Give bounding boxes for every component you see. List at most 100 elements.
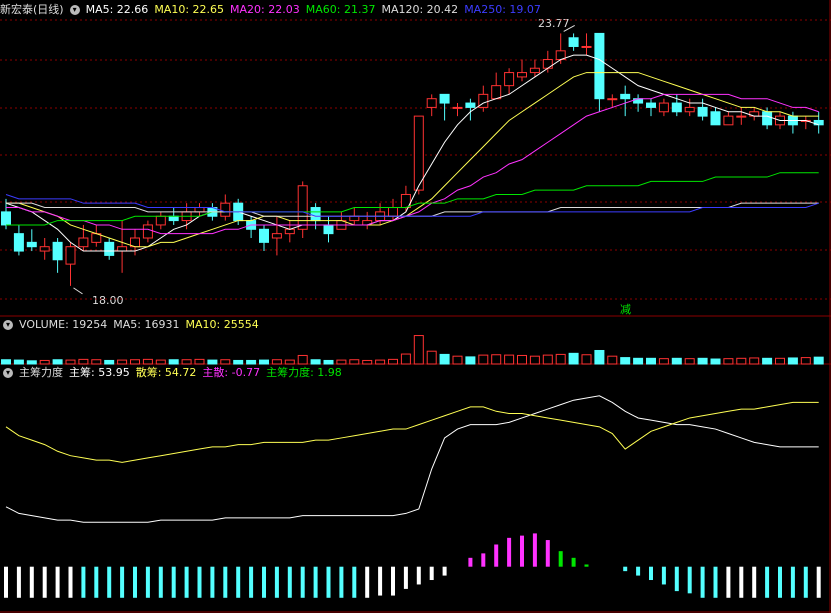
ma-line-ma20: [6, 93, 819, 235]
candle-body: [697, 106, 708, 117]
volume-bar: [26, 360, 37, 365]
strength-bar: [274, 566, 279, 598]
volume-bar: [800, 357, 811, 365]
volume-bar: [723, 358, 734, 365]
ma-line-ma60: [6, 172, 819, 226]
volume-bar: [310, 359, 321, 365]
strength-bar: [816, 566, 821, 598]
candle-body: [581, 45, 592, 48]
volume-bar: [1, 359, 11, 365]
volume-bar: [142, 358, 153, 365]
volume-bar: [465, 356, 476, 365]
candle-body: [1, 211, 11, 226]
dropdown-icon[interactable]: ▾: [69, 5, 80, 15]
strength-bar: [649, 566, 653, 581]
strength-bar: [210, 566, 215, 598]
indicator-legend: ▾ 主筹力度 主筹: 53.95 散筹: 54.72 主散: -0.77 主筹力…: [3, 366, 342, 380]
strength-bar: [262, 566, 266, 598]
strength-bar: [674, 566, 679, 592]
candle-body: [39, 246, 50, 252]
strength-bar: [532, 533, 537, 567]
volume-ma10-label: MA10: 25554: [185, 318, 259, 331]
volume-bar: [762, 357, 773, 365]
indicator-dropdown-icon[interactable]: ▾: [3, 368, 13, 378]
ma20-label: MA20: 22.03: [230, 3, 300, 16]
strength-bar: [739, 566, 744, 598]
chart-title: 新宏泰(日线): [0, 3, 64, 16]
strength-bar: [287, 566, 292, 598]
volume-bar: [194, 358, 205, 365]
main-retail-diff-label: 主散: -0.77: [202, 366, 261, 379]
candle-body: [65, 246, 76, 265]
ma5-label: MA5: 22.66: [85, 3, 149, 16]
volume-bar: [336, 359, 347, 365]
low-price-label: 18.00: [92, 294, 124, 307]
candle-body: [529, 67, 540, 74]
volume-bar: [658, 358, 669, 365]
strength-bar: [249, 566, 254, 598]
volume-bar: [787, 357, 798, 365]
volume-bar: [581, 354, 592, 365]
volume-bar: [104, 359, 115, 365]
volume-bar: [633, 357, 644, 365]
candle-body: [104, 241, 115, 256]
candle-body: [142, 224, 153, 239]
strength-bar: [339, 566, 344, 598]
volume-bar: [168, 359, 179, 365]
ma-line-ma5: [5, 54, 819, 252]
volume-bar: [478, 354, 489, 365]
candle-body: [658, 102, 669, 113]
candle-body: [117, 246, 128, 252]
volume-bar: [246, 359, 257, 365]
strength-bar: [107, 566, 112, 598]
candle-body: [388, 207, 398, 217]
strength-bar: [171, 566, 176, 598]
strength-bar: [584, 564, 589, 567]
ma-line-ma10: [6, 72, 819, 248]
retail-chip-label: 散筹: 54.72: [135, 366, 197, 379]
volume-bar: [555, 353, 566, 365]
high-pointer: [563, 24, 575, 32]
candle-body: [620, 93, 631, 100]
strength-bar: [158, 566, 163, 598]
candle-body: [194, 207, 205, 213]
candle-body: [568, 37, 579, 47]
volume-bar: [684, 358, 695, 365]
volume-bar: [155, 359, 166, 365]
strength-bar: [313, 566, 318, 598]
strength-bar: [55, 566, 60, 598]
volume-bar: [813, 356, 824, 365]
candle-body: [26, 241, 37, 248]
strength-bar: [726, 566, 731, 598]
volume-ma5-label: MA5: 16931: [113, 318, 180, 331]
low-pointer: [73, 287, 83, 295]
strength-bar: [713, 566, 718, 598]
volume-dropdown-icon[interactable]: ▾: [3, 320, 13, 330]
volume-bar: [607, 355, 618, 365]
price-panel: [1, 24, 824, 295]
strength-bar: [442, 566, 447, 576]
volume-bar: [284, 359, 295, 365]
candle-body: [168, 215, 179, 222]
strength-bar: [778, 566, 782, 598]
volume-bar: [91, 359, 102, 365]
strength-bar: [416, 566, 421, 585]
candle-body: [271, 233, 282, 239]
candle-body: [594, 32, 605, 100]
strength-bar: [365, 566, 370, 598]
strength-bar: [700, 566, 705, 598]
main-chip-line: [5, 395, 819, 523]
ma60-label: MA60: 21.37: [305, 3, 376, 16]
strength-bar: [623, 566, 628, 572]
strength-bar: [16, 566, 21, 598]
volume-bar: [504, 354, 515, 365]
volume-bar: [207, 359, 218, 365]
candle-body: [323, 224, 334, 235]
strength-bar: [81, 566, 86, 598]
strength-bar: [429, 566, 434, 581]
strength-bar: [636, 566, 641, 576]
candle-body: [736, 115, 747, 118]
candle-body: [52, 241, 63, 261]
volume-bar: [349, 359, 360, 365]
volume-bar: [749, 357, 760, 365]
